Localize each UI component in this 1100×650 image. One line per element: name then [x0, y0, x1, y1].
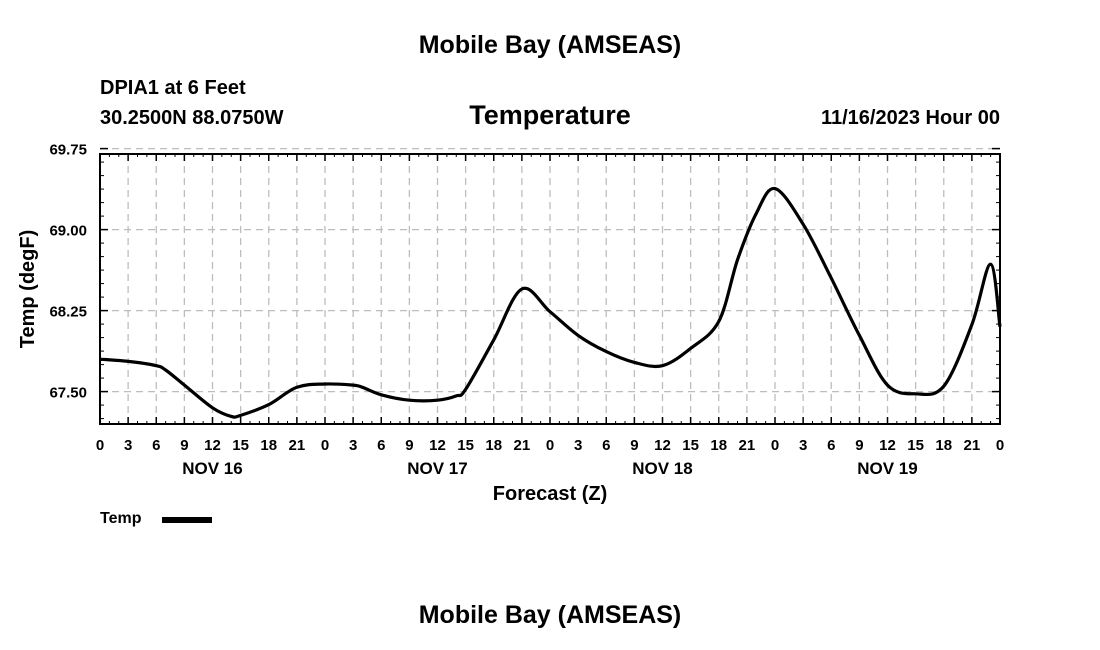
footer-title: Mobile Bay (AMSEAS) [418, 601, 682, 629]
x-axis-label: Forecast (Z) [493, 483, 607, 505]
day-label: NOV 18 [632, 459, 692, 478]
x-tick-label: 9 [855, 437, 863, 454]
x-tick-label: 3 [574, 437, 582, 454]
x-tick-label: 21 [964, 437, 981, 454]
variable-title: Temperature [469, 100, 631, 130]
x-tick-label: 0 [996, 437, 1004, 454]
x-tick-label: 15 [682, 437, 699, 454]
axis-labels: 0 3 6 9 12 15 18 21 0 3 6 9 12 15 18 21 0 3 6 9 12 15 18 21 0 3 6 9… [17, 142, 1004, 505]
x-tick-label: 12 [879, 437, 896, 454]
x-tick-label: 0 [546, 437, 554, 454]
y-tick-label: 69.00 [49, 223, 87, 240]
legend-swatch [162, 517, 212, 523]
x-tick-label: 6 [152, 437, 160, 454]
x-tick-label: 0 [321, 437, 329, 454]
day-label: NOV 17 [407, 459, 467, 478]
coordinates-label: 30.2500N 88.0750W [100, 107, 284, 129]
x-tick-label: 9 [180, 437, 188, 454]
x-tick-label: 21 [289, 437, 306, 454]
grid [100, 147, 1000, 424]
x-tick-label: 3 [349, 437, 357, 454]
x-tick-label: 9 [630, 437, 638, 454]
x-tick-label: 6 [602, 437, 610, 454]
x-tick-label: 3 [124, 437, 132, 454]
legend-label: Temp [100, 510, 142, 527]
x-tick-label: 3 [799, 437, 807, 454]
forecast-datetime: 11/16/2023 Hour 00 [820, 107, 1000, 129]
y-tick-label: 67.50 [49, 385, 87, 402]
x-tick-label: 21 [739, 437, 756, 454]
station-label: DPIA1 at 6 Feet [100, 77, 246, 99]
x-tick-label: 0 [771, 437, 779, 454]
x-tick-label: 15 [232, 437, 249, 454]
x-tick-label: 18 [935, 437, 952, 454]
x-tick-label: 6 [827, 437, 835, 454]
x-tick-label: 15 [457, 437, 474, 454]
plot-frame [99, 153, 1001, 425]
x-tick-label: 15 [907, 437, 924, 454]
series-layer [99, 186, 1002, 419]
x-tick-label: 18 [710, 437, 727, 454]
x-tick-label: 18 [485, 437, 502, 454]
x-tick-label: 21 [514, 437, 531, 454]
x-tick-label: 6 [377, 437, 385, 454]
day-label: NOV 16 [182, 459, 242, 478]
x-tick-label: 12 [654, 437, 671, 454]
x-tick-label: 9 [405, 437, 413, 454]
x-tick-label: 18 [260, 437, 277, 454]
series-line-temp [99, 186, 1002, 419]
y-axis-label: Temp (degF) [17, 230, 39, 349]
x-tick-label: 0 [96, 437, 104, 454]
x-tick-label: 12 [429, 437, 446, 454]
x-tick-label: 12 [204, 437, 221, 454]
day-label: NOV 19 [857, 459, 917, 478]
y-tick-label: 69.75 [49, 142, 87, 159]
y-tick-label: 68.25 [49, 304, 87, 321]
main-title: Mobile Bay (AMSEAS) [418, 31, 682, 59]
